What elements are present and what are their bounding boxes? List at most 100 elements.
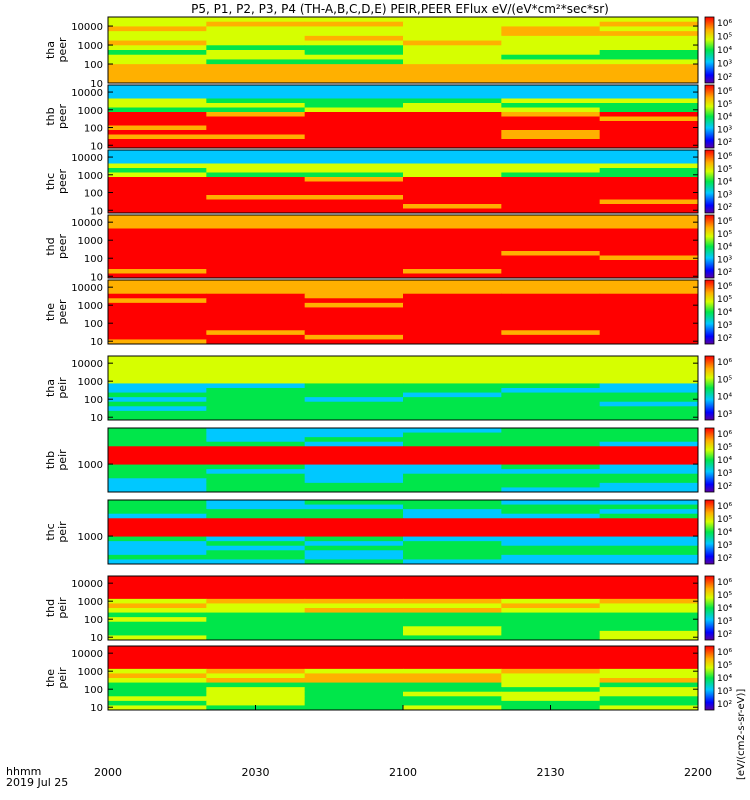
heatmap-cell bbox=[206, 500, 306, 506]
colorbar-tick-label: 10² bbox=[717, 138, 732, 148]
heatmap-cell bbox=[206, 45, 306, 51]
heatmap-cell bbox=[304, 603, 404, 609]
heatmap-cell bbox=[206, 159, 306, 164]
heatmap-cell bbox=[501, 410, 601, 416]
heatmap-cell bbox=[501, 554, 601, 560]
heatmap-cell bbox=[206, 121, 306, 126]
heatmap-cell bbox=[108, 321, 207, 327]
heatmap-cell bbox=[304, 401, 404, 407]
heatmap-cell bbox=[108, 312, 207, 318]
y-tick-label: 10000 bbox=[71, 579, 103, 590]
heatmap-cell bbox=[599, 594, 699, 600]
heatmap-cell bbox=[599, 54, 699, 60]
heatmap-cell bbox=[304, 576, 404, 582]
heatmap-cell bbox=[403, 687, 502, 693]
heatmap-cell bbox=[304, 246, 404, 252]
y-axis-label-probe: thb bbox=[44, 451, 57, 469]
heatmap-cell bbox=[501, 518, 601, 524]
heatmap-cell bbox=[403, 612, 502, 618]
heatmap-cell bbox=[108, 518, 207, 524]
heatmap-cell bbox=[403, 518, 502, 524]
heatmap-cell bbox=[206, 150, 306, 155]
heatmap-cell bbox=[501, 177, 601, 182]
heatmap-cell bbox=[501, 589, 601, 595]
heatmap-cell bbox=[599, 302, 699, 308]
heatmap-cell bbox=[599, 255, 699, 261]
heatmap-cell bbox=[108, 264, 207, 270]
heatmap-cell bbox=[599, 289, 699, 295]
heatmap-cell bbox=[304, 130, 404, 135]
heatmap-cell bbox=[108, 112, 207, 117]
heatmap-cell bbox=[206, 509, 306, 515]
heatmap-cell bbox=[108, 621, 207, 627]
heatmap-cell bbox=[599, 293, 699, 299]
heatmap-cell bbox=[599, 21, 699, 27]
heatmap-cell bbox=[108, 181, 207, 187]
heatmap-cell bbox=[599, 73, 699, 79]
heatmap-cell bbox=[206, 432, 306, 438]
heatmap-cell bbox=[403, 280, 502, 286]
heatmap-cell bbox=[599, 228, 699, 234]
heatmap-cell bbox=[501, 383, 601, 389]
heatmap-cell bbox=[599, 121, 699, 126]
heatmap-cell bbox=[108, 59, 207, 65]
heatmap-cell bbox=[206, 112, 306, 117]
heatmap-cell bbox=[599, 612, 699, 618]
heatmap-cell bbox=[501, 215, 601, 220]
heatmap-cell bbox=[501, 365, 601, 371]
colorbar-tick-label: 10³ bbox=[717, 469, 732, 479]
heatmap-cell bbox=[403, 289, 502, 295]
heatmap-cell bbox=[304, 541, 404, 547]
heatmap-cell bbox=[501, 260, 601, 265]
heatmap-cell bbox=[403, 441, 502, 447]
heatmap-cell bbox=[403, 17, 502, 23]
heatmap-cell bbox=[304, 650, 404, 656]
heatmap-cell bbox=[206, 293, 306, 299]
heatmap-cell bbox=[599, 321, 699, 327]
y-tick-label: 10000 bbox=[71, 649, 103, 660]
colorbar bbox=[704, 499, 715, 565]
colorbar bbox=[704, 575, 715, 641]
colorbar-tick-label: 10⁶ bbox=[717, 358, 732, 368]
y-tick-label: 100 bbox=[84, 319, 103, 330]
colorbar-tick-label: 10³ bbox=[717, 541, 732, 551]
heatmap-cell bbox=[206, 478, 306, 484]
panel-thc-peir: 1000 thc peir 10⁶ 10⁵ 10⁴ 10³ 10² bbox=[44, 499, 732, 565]
heatmap-cell bbox=[501, 478, 601, 484]
heatmap-cell bbox=[206, 617, 306, 623]
heatmap-cell bbox=[206, 630, 306, 636]
heatmap-cell bbox=[206, 608, 306, 614]
heatmap-cell bbox=[304, 121, 404, 126]
heatmap-cell bbox=[501, 559, 601, 565]
heatmap-cell bbox=[501, 121, 601, 126]
heatmap-cell bbox=[304, 116, 404, 122]
heatmap-cell bbox=[108, 26, 207, 32]
heatmap-cell bbox=[206, 473, 306, 479]
heatmap-cell bbox=[501, 509, 601, 515]
y-axis-label-probe: the bbox=[44, 303, 57, 321]
heatmap-cell bbox=[599, 432, 699, 438]
heatmap-cell bbox=[403, 532, 502, 538]
heatmap-cell bbox=[108, 585, 207, 591]
heatmap-cell bbox=[304, 464, 404, 470]
heatmap-cell bbox=[108, 374, 207, 380]
heatmap-cell bbox=[403, 204, 502, 209]
heatmap-cell bbox=[304, 482, 404, 488]
heatmap-cell bbox=[304, 473, 404, 479]
y-axis-label-species: peer bbox=[56, 37, 69, 63]
heatmap-cell bbox=[108, 532, 207, 538]
heatmap-cell bbox=[108, 650, 207, 656]
y-tick-label: 100 bbox=[84, 615, 103, 626]
heatmap-cell bbox=[206, 177, 306, 182]
heatmap-cell bbox=[206, 35, 306, 42]
heatmap-cell bbox=[304, 85, 404, 90]
heatmap-cell bbox=[403, 630, 502, 636]
heatmap-cell bbox=[403, 603, 502, 609]
heatmap-cell bbox=[304, 21, 404, 27]
heatmap-cell bbox=[599, 78, 699, 84]
heatmap-cell bbox=[108, 678, 207, 684]
heatmap-cell bbox=[403, 64, 502, 70]
heatmap-cell bbox=[599, 112, 699, 117]
heatmap-cell bbox=[206, 103, 306, 108]
